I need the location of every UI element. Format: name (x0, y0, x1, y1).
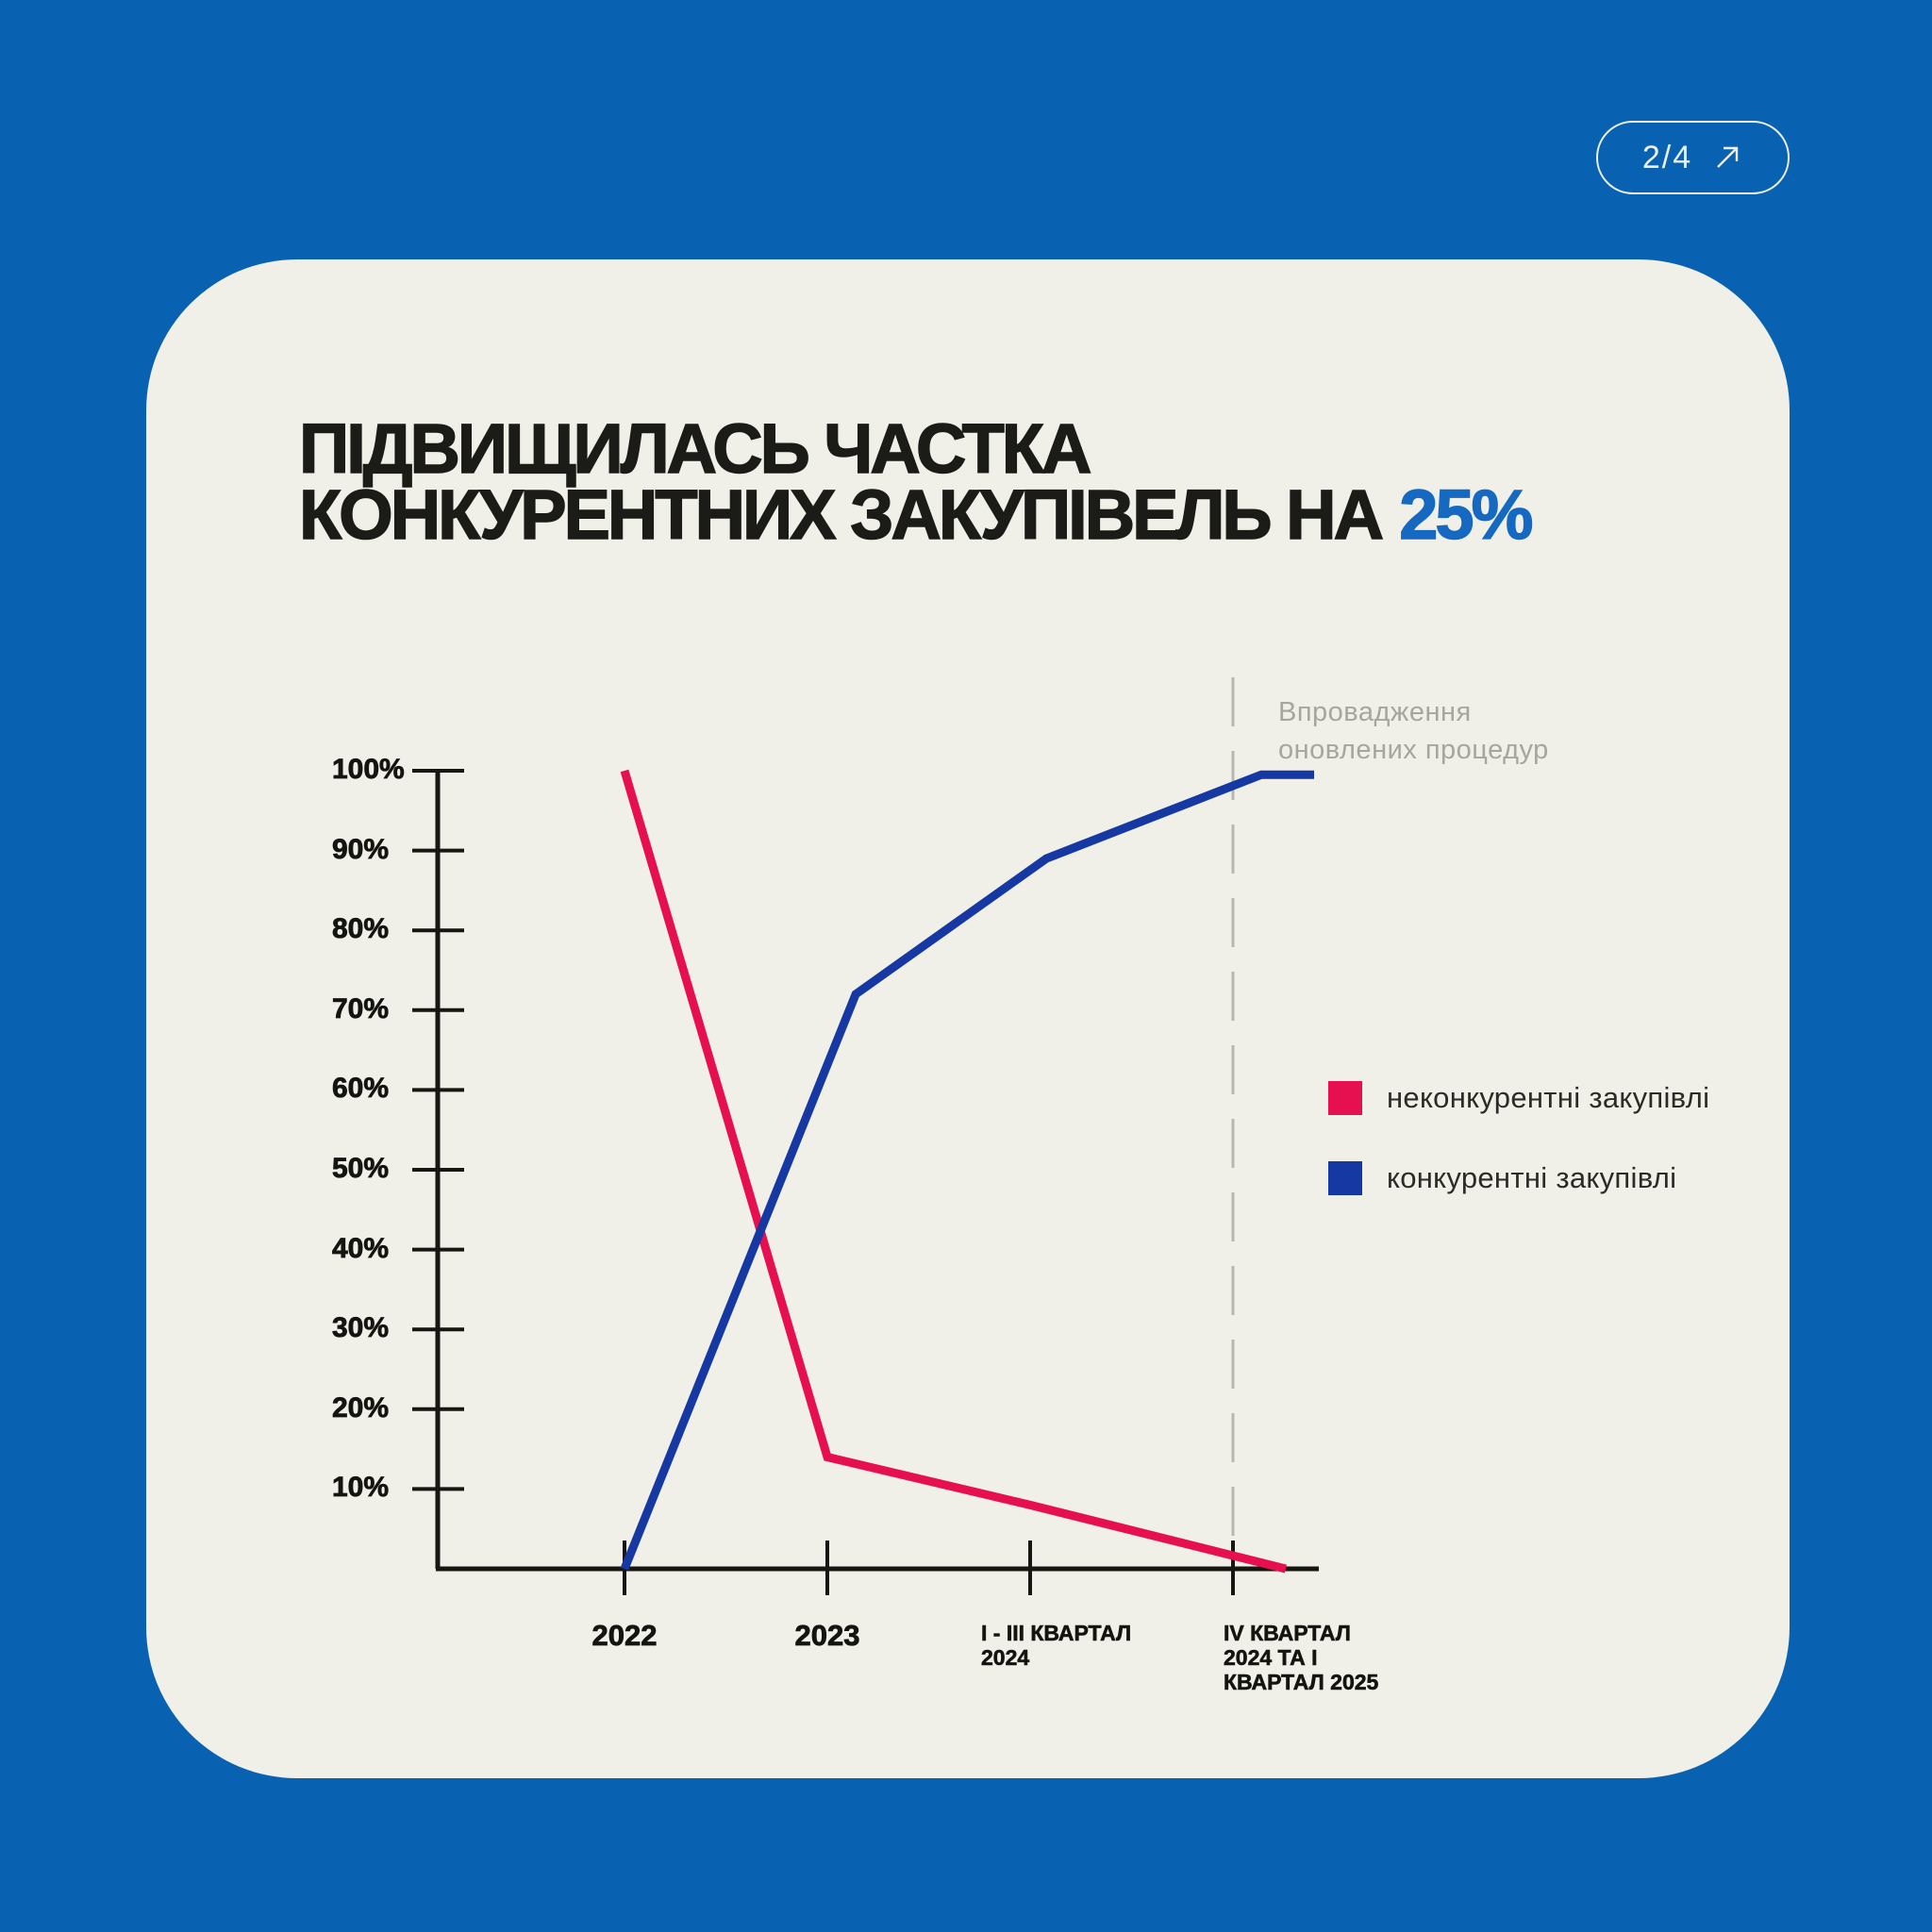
page-title: ПІДВИЩИЛАСЬ ЧАСТКА КОНКУРЕНТНИХ ЗАКУПІВЕ… (298, 413, 1534, 551)
pagination-label: 2/4 (1641, 139, 1693, 175)
legend-item-competitive: конкурентні закупівлі (1328, 1161, 1676, 1195)
legend-swatch-red (1328, 1081, 1362, 1115)
legend-label-competitive: конкурентні закупівлі (1387, 1161, 1677, 1194)
legend-swatch-blue (1328, 1161, 1362, 1195)
pagination-badge[interactable]: 2/4 (1596, 121, 1790, 194)
event-annotation-line1: Впровадження (1278, 697, 1472, 727)
legend-label-noncompetitive: неконкурентні закупівлі (1387, 1081, 1710, 1114)
title-line2: КОНКУРЕНТНИХ ЗАКУПІВЕЛЬ НА (298, 475, 1385, 554)
event-annotation-line2: оновлених процедур (1278, 735, 1549, 765)
title-line1: ПІДВИЩИЛАСЬ ЧАСТКА (298, 409, 1092, 488)
title-highlight: 25% (1399, 475, 1535, 554)
arrow-up-right-icon (1711, 142, 1743, 174)
legend-item-noncompetitive: неконкурентні закупівлі (1328, 1081, 1709, 1115)
event-annotation: Впровадження оновлених процедур (1278, 693, 1549, 769)
